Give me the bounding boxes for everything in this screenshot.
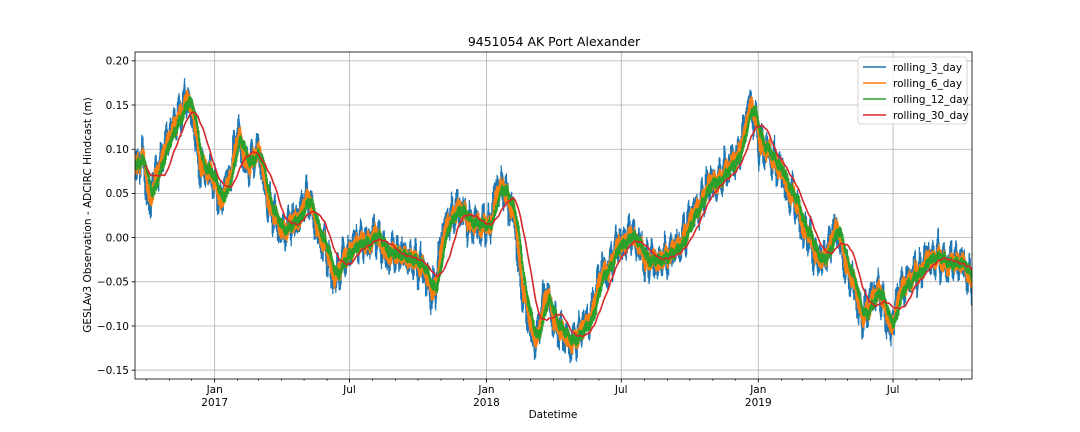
x-tick-year-label: 2019 [745,397,772,409]
series-group [135,78,972,364]
y-axis-label: GESLAv3 Observation - ADCIRC Hindcast (m… [82,97,94,333]
x-tick-label: Jan [749,384,766,396]
legend-box [857,56,968,125]
x-tick-year-label: 2018 [473,397,500,409]
y-tick-label: 0.10 [106,144,129,156]
x-tick-label: Jul [886,384,900,396]
legend-label: rolling_6_day [893,78,962,90]
y-tick-label: 0.15 [106,100,129,112]
series-line-rolling_12_day [135,95,972,347]
y-tick-label: −0.15 [97,365,129,377]
y-tick-label: −0.10 [97,321,129,333]
x-tick-label: Jan [477,384,494,396]
chart-title: 9451054 AK Port Alexander [468,34,641,49]
legend-label: rolling_12_day [893,94,969,106]
x-tick-label: Jan [206,384,223,396]
x-tick-year-label: 2017 [201,397,228,409]
x-tick-label: Jul [342,384,356,396]
y-tick-label: 0.20 [106,56,129,68]
y-axis: −0.15 −0.10 −0.05 0.00 0.05 0.10 0.15 0.20 [97,56,135,377]
legend-label: rolling_30_day [893,110,969,122]
legend: rolling_3_day rolling_6_day rolling_12_day… [857,56,969,125]
legend-label: rolling_3_day [893,62,962,74]
x-tick-label: Jul [614,384,628,396]
series-line-rolling_30_day [144,111,972,338]
y-tick-label: −0.05 [97,277,129,289]
x-axis-label: Datetime [529,409,578,421]
y-tick-label: 0.05 [106,188,129,200]
y-tick-label: 0.00 [106,232,129,244]
